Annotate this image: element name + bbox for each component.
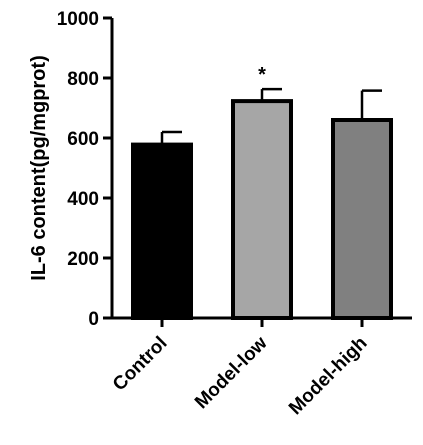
y-tick-label: 800	[67, 69, 99, 90]
x-category-label: Control	[109, 333, 172, 396]
x-axis: Control Model-low Model-high	[109, 316, 412, 419]
bar	[231, 99, 293, 320]
y-tick-label: 0	[88, 309, 99, 330]
bar	[331, 118, 393, 320]
bars: *	[131, 64, 393, 320]
y-tick-label: 600	[67, 129, 99, 150]
x-category-label: Model-low	[191, 333, 272, 414]
y-tick-label: 200	[67, 249, 99, 270]
y-axis-label: IL-6 content(pg/mgprot)	[28, 55, 50, 281]
y-tick-label: 1000	[57, 9, 99, 30]
x-category-label: Model-high	[285, 333, 371, 419]
significance-marker: *	[258, 64, 266, 86]
y-axis: 0 200 400 600 800 1000	[57, 9, 114, 330]
y-tick-label: 400	[67, 189, 99, 210]
bar	[131, 142, 193, 320]
